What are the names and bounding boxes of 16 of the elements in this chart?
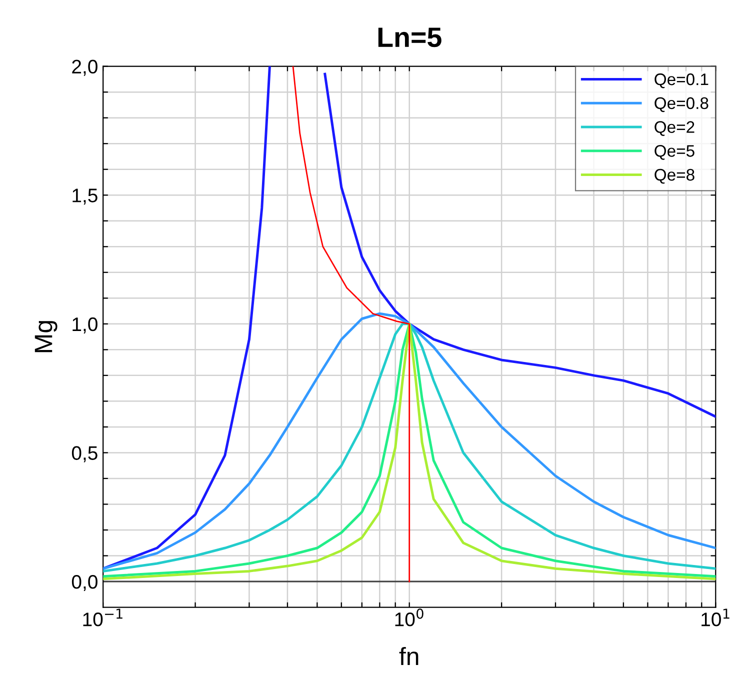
y-tick-label: 0,0 [72,574,98,592]
y-tick-label: 0,5 [72,446,98,462]
x-tick-label: 10$^{−1}$ [83,608,122,626]
x-axis-title: fn [399,646,418,666]
x-tick-label: 10$^{1}$ [702,608,730,626]
y-tick-label: 1,5 [72,188,98,205]
chart-title: Ln=5 [378,28,442,48]
y-tick-label: 2,0 [72,60,98,76]
legend-label: Qe=0.1 [654,73,708,88]
legend-label: Qe=8 [654,168,694,184]
y-tick-label: 1,0 [72,317,98,334]
legend-label: Qe=5 [654,145,694,160]
legend-label: Qe=0.8 [654,97,708,112]
y-axis-title: Mg [34,321,58,352]
x-tick-label: 10$^{0}$ [395,608,424,626]
legend-label: Qe=2 [654,121,694,136]
